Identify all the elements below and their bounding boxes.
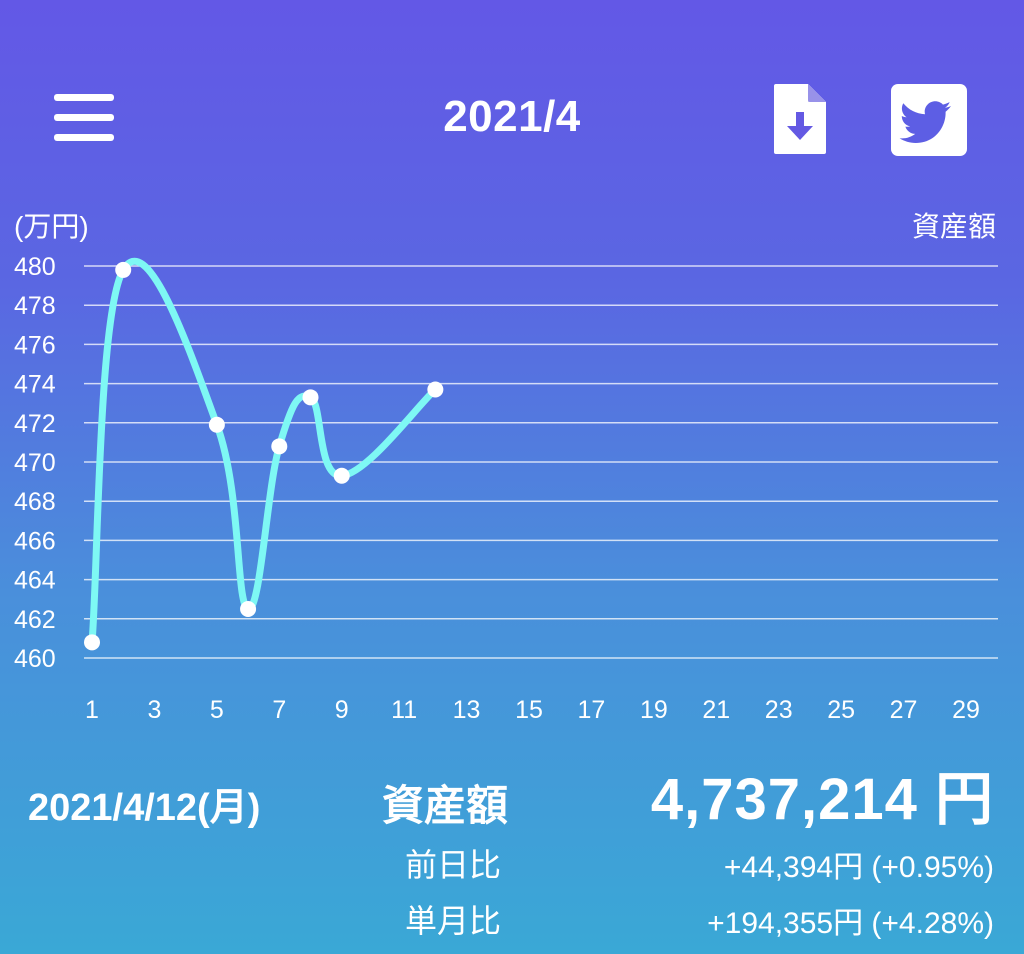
asset-label: 資産額 (382, 782, 509, 829)
day-change-label: 前日比 (405, 847, 502, 883)
y-tick-label: 472 (14, 410, 56, 438)
series-line (88, 257, 439, 646)
y-tick-label: 462 (14, 606, 56, 634)
x-tick-label: 13 (453, 696, 481, 724)
twitter-icon[interactable] (891, 84, 967, 156)
selected-date: 2021/4/12(月) (28, 787, 261, 829)
data-point[interactable] (240, 601, 257, 617)
y-tick-label: 480 (14, 253, 56, 281)
x-tick-label: 1 (85, 696, 99, 724)
x-tick-label: 15 (515, 696, 543, 724)
y-tick-label: 470 (14, 449, 56, 477)
y-tick-label: 468 (14, 488, 56, 516)
data-point[interactable] (302, 389, 319, 406)
x-tick-label: 25 (827, 696, 855, 724)
data-point[interactable] (115, 261, 132, 278)
y-tick-label: 460 (14, 645, 56, 673)
page-title: 2021/4 (443, 92, 581, 141)
asset-value: 4,737,214 円 (650, 767, 994, 832)
y-tick-label: 476 (14, 331, 56, 359)
data-point[interactable] (208, 416, 225, 433)
x-tick-label: 11 (391, 696, 417, 724)
data-point[interactable] (271, 438, 288, 455)
file-download-icon[interactable] (772, 82, 828, 156)
x-tick-label: 5 (210, 696, 224, 724)
x-tick-label: 19 (640, 696, 668, 724)
x-tick-label: 27 (890, 696, 918, 724)
x-tick-label: 17 (578, 696, 606, 724)
data-point[interactable] (427, 381, 444, 398)
x-tick-label: 9 (335, 696, 349, 724)
y-tick-label: 474 (14, 371, 56, 399)
y-axis-unit: (万円) (14, 211, 89, 242)
y-tick-label: 478 (14, 292, 56, 320)
x-tick-label: 21 (702, 696, 730, 724)
x-tick-label: 23 (765, 696, 793, 724)
y-tick-label: 466 (14, 527, 56, 555)
x-tick-label: 3 (147, 696, 161, 724)
hamburger-menu-icon[interactable] (52, 92, 116, 148)
y-tick-label: 464 (14, 567, 56, 595)
series-label: 資産額 (911, 211, 996, 242)
x-tick-label: 7 (272, 696, 286, 724)
data-point[interactable] (333, 467, 350, 484)
month-change-label: 単月比 (405, 903, 502, 939)
month-change-value: +194,355円 (+4.28%) (707, 907, 994, 940)
x-tick-label: 29 (952, 696, 980, 724)
data-point[interactable] (84, 634, 100, 651)
day-change-value: +44,394円 (+0.95%) (723, 851, 994, 884)
